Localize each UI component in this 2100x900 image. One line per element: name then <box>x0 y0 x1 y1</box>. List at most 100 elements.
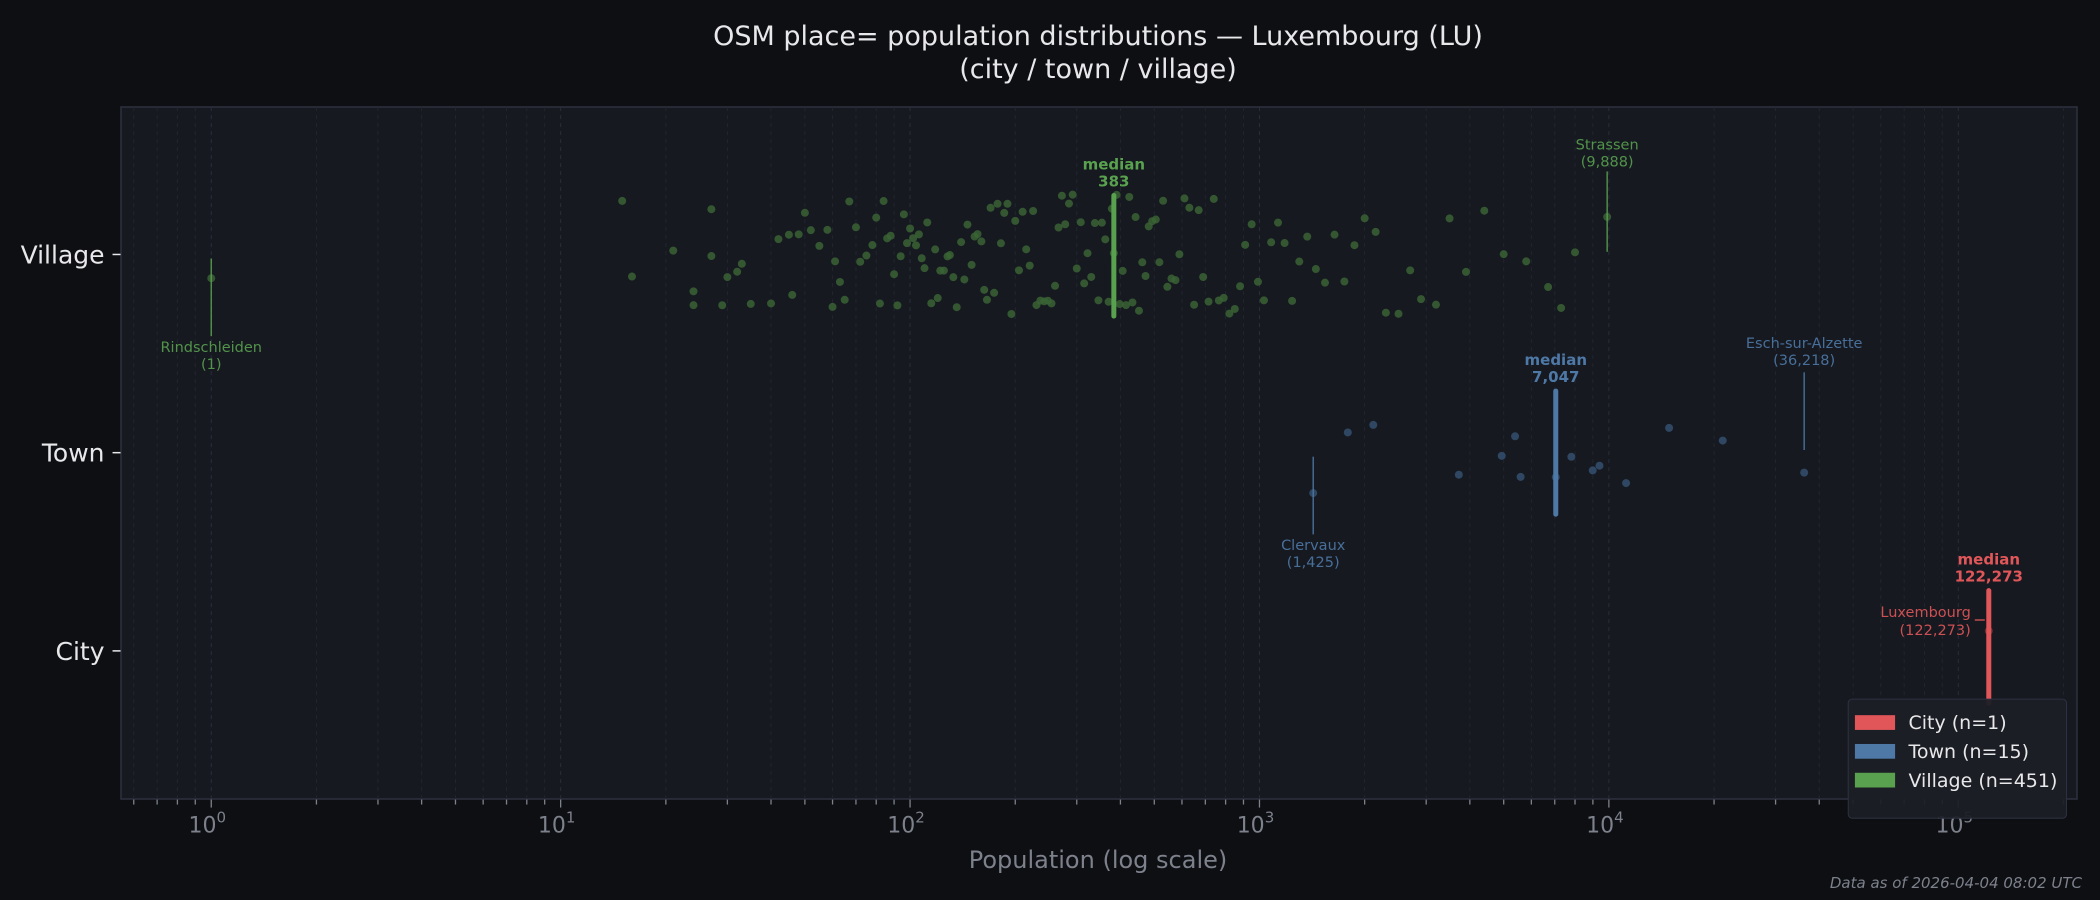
x-tick-exponent: 2 <box>915 809 925 827</box>
data-point-village <box>973 230 982 239</box>
x-tick-base: 10 <box>1586 814 1614 839</box>
data-point-village <box>746 299 755 308</box>
x-tick-base: 10 <box>887 814 915 839</box>
data-point-village <box>1141 271 1150 280</box>
data-point-village <box>1320 278 1329 287</box>
data-point-town <box>1516 472 1525 481</box>
data-point-village <box>1007 310 1016 319</box>
data-point-village <box>1194 206 1203 215</box>
data-point-village <box>835 277 844 286</box>
x-tick-exponent: 0 <box>216 809 226 827</box>
data-point-village <box>906 224 915 233</box>
data-point-village <box>1064 199 1073 208</box>
data-point-village <box>1131 213 1140 222</box>
legend-swatch-village <box>1854 772 1896 788</box>
data-point-village <box>1122 301 1131 310</box>
annotation-name: Rindschleiden <box>160 340 262 356</box>
data-point-village <box>1000 208 1009 217</box>
data-point-village <box>868 241 877 250</box>
data-point-village <box>927 299 936 308</box>
footnote: Data as of 2026-04-04 08:02 UTC <box>1830 874 2083 892</box>
data-point-village <box>1431 300 1440 309</box>
data-point-village <box>707 252 716 261</box>
data-point-village <box>689 287 698 296</box>
y-axis: City Town Village <box>21 240 121 666</box>
data-point-village <box>689 301 698 310</box>
legend-swatch-city <box>1854 715 1896 730</box>
data-point-village <box>933 294 942 303</box>
data-point-village <box>945 251 954 260</box>
data-point-village <box>1259 296 1268 305</box>
data-point-village <box>723 273 732 282</box>
data-point-village <box>767 299 776 308</box>
data-point-town <box>1454 470 1463 479</box>
data-point-village <box>845 197 854 206</box>
data-point-village <box>788 290 797 299</box>
data-point-village <box>1068 190 1077 199</box>
plot-area <box>120 106 2078 800</box>
x-axis: 100101102103104105 <box>133 799 2065 839</box>
data-point-town <box>1497 451 1506 460</box>
data-point-village <box>993 199 1002 208</box>
data-point-village <box>1029 206 1038 215</box>
data-point-village <box>1295 257 1304 266</box>
data-point-village <box>1204 297 1213 306</box>
data-point-village <box>1051 281 1060 290</box>
annotation-name: Strassen <box>1576 138 1639 154</box>
data-point-village <box>1236 282 1245 291</box>
data-point-village <box>784 230 793 239</box>
data-point-village <box>902 239 911 248</box>
data-point-village <box>831 257 840 266</box>
data-point-village <box>1480 206 1489 215</box>
annotation-value: (36,218) <box>1773 353 1835 369</box>
data-point-village <box>912 241 921 250</box>
legend-label: Town (n=15) <box>1907 741 2029 763</box>
x-tick-label: 100 <box>188 809 226 839</box>
data-point-village <box>1003 199 1012 208</box>
x-tick-label: 102 <box>887 809 925 839</box>
annotation-name: Luxembourg <box>1880 605 1970 621</box>
data-point-village <box>862 251 871 260</box>
annotation-value: (1,425) <box>1287 555 1340 571</box>
x-tick-exponent: 4 <box>1614 809 1624 827</box>
data-point-village <box>1087 272 1096 281</box>
data-point-village <box>896 252 905 261</box>
data-point-village <box>952 303 961 312</box>
x-tick-base: 10 <box>188 814 216 839</box>
data-point-town <box>1588 466 1597 475</box>
data-point-village <box>828 302 837 311</box>
legend-label: Village (n=451) <box>1908 770 2057 792</box>
data-point-village <box>872 213 881 222</box>
data-point-town <box>1718 436 1727 445</box>
data-point-village <box>1072 264 1081 273</box>
data-point-village <box>1330 230 1339 239</box>
data-point-village <box>909 234 918 243</box>
data-point-village <box>1360 214 1369 223</box>
data-point-village <box>1014 266 1023 275</box>
data-point-village <box>1134 306 1143 315</box>
data-point-village <box>1522 257 1531 266</box>
median-label: median <box>1525 351 1587 369</box>
data-point-village <box>815 241 824 250</box>
data-point-village <box>840 295 849 304</box>
data-point-village <box>1128 298 1137 307</box>
x-axis-label: Population (log scale) <box>969 846 1228 874</box>
data-point-village <box>875 299 884 308</box>
data-point-village <box>920 264 929 273</box>
data-point-village <box>856 257 865 266</box>
data-point-village <box>1011 216 1020 225</box>
data-point-village <box>737 259 746 268</box>
median-value: 383 <box>1098 173 1129 191</box>
data-point-village <box>914 230 923 239</box>
data-point-village <box>899 210 908 219</box>
data-point-village <box>1118 266 1127 275</box>
data-point-village <box>1018 207 1027 216</box>
data-point-village <box>917 254 926 263</box>
median-label: median <box>1083 156 1145 174</box>
annotation-name: Clervaux <box>1281 538 1346 554</box>
data-point-village <box>1219 293 1228 302</box>
data-point-village <box>1083 249 1092 258</box>
median-value: 7,047 <box>1532 368 1579 386</box>
data-point-village <box>1159 196 1168 205</box>
